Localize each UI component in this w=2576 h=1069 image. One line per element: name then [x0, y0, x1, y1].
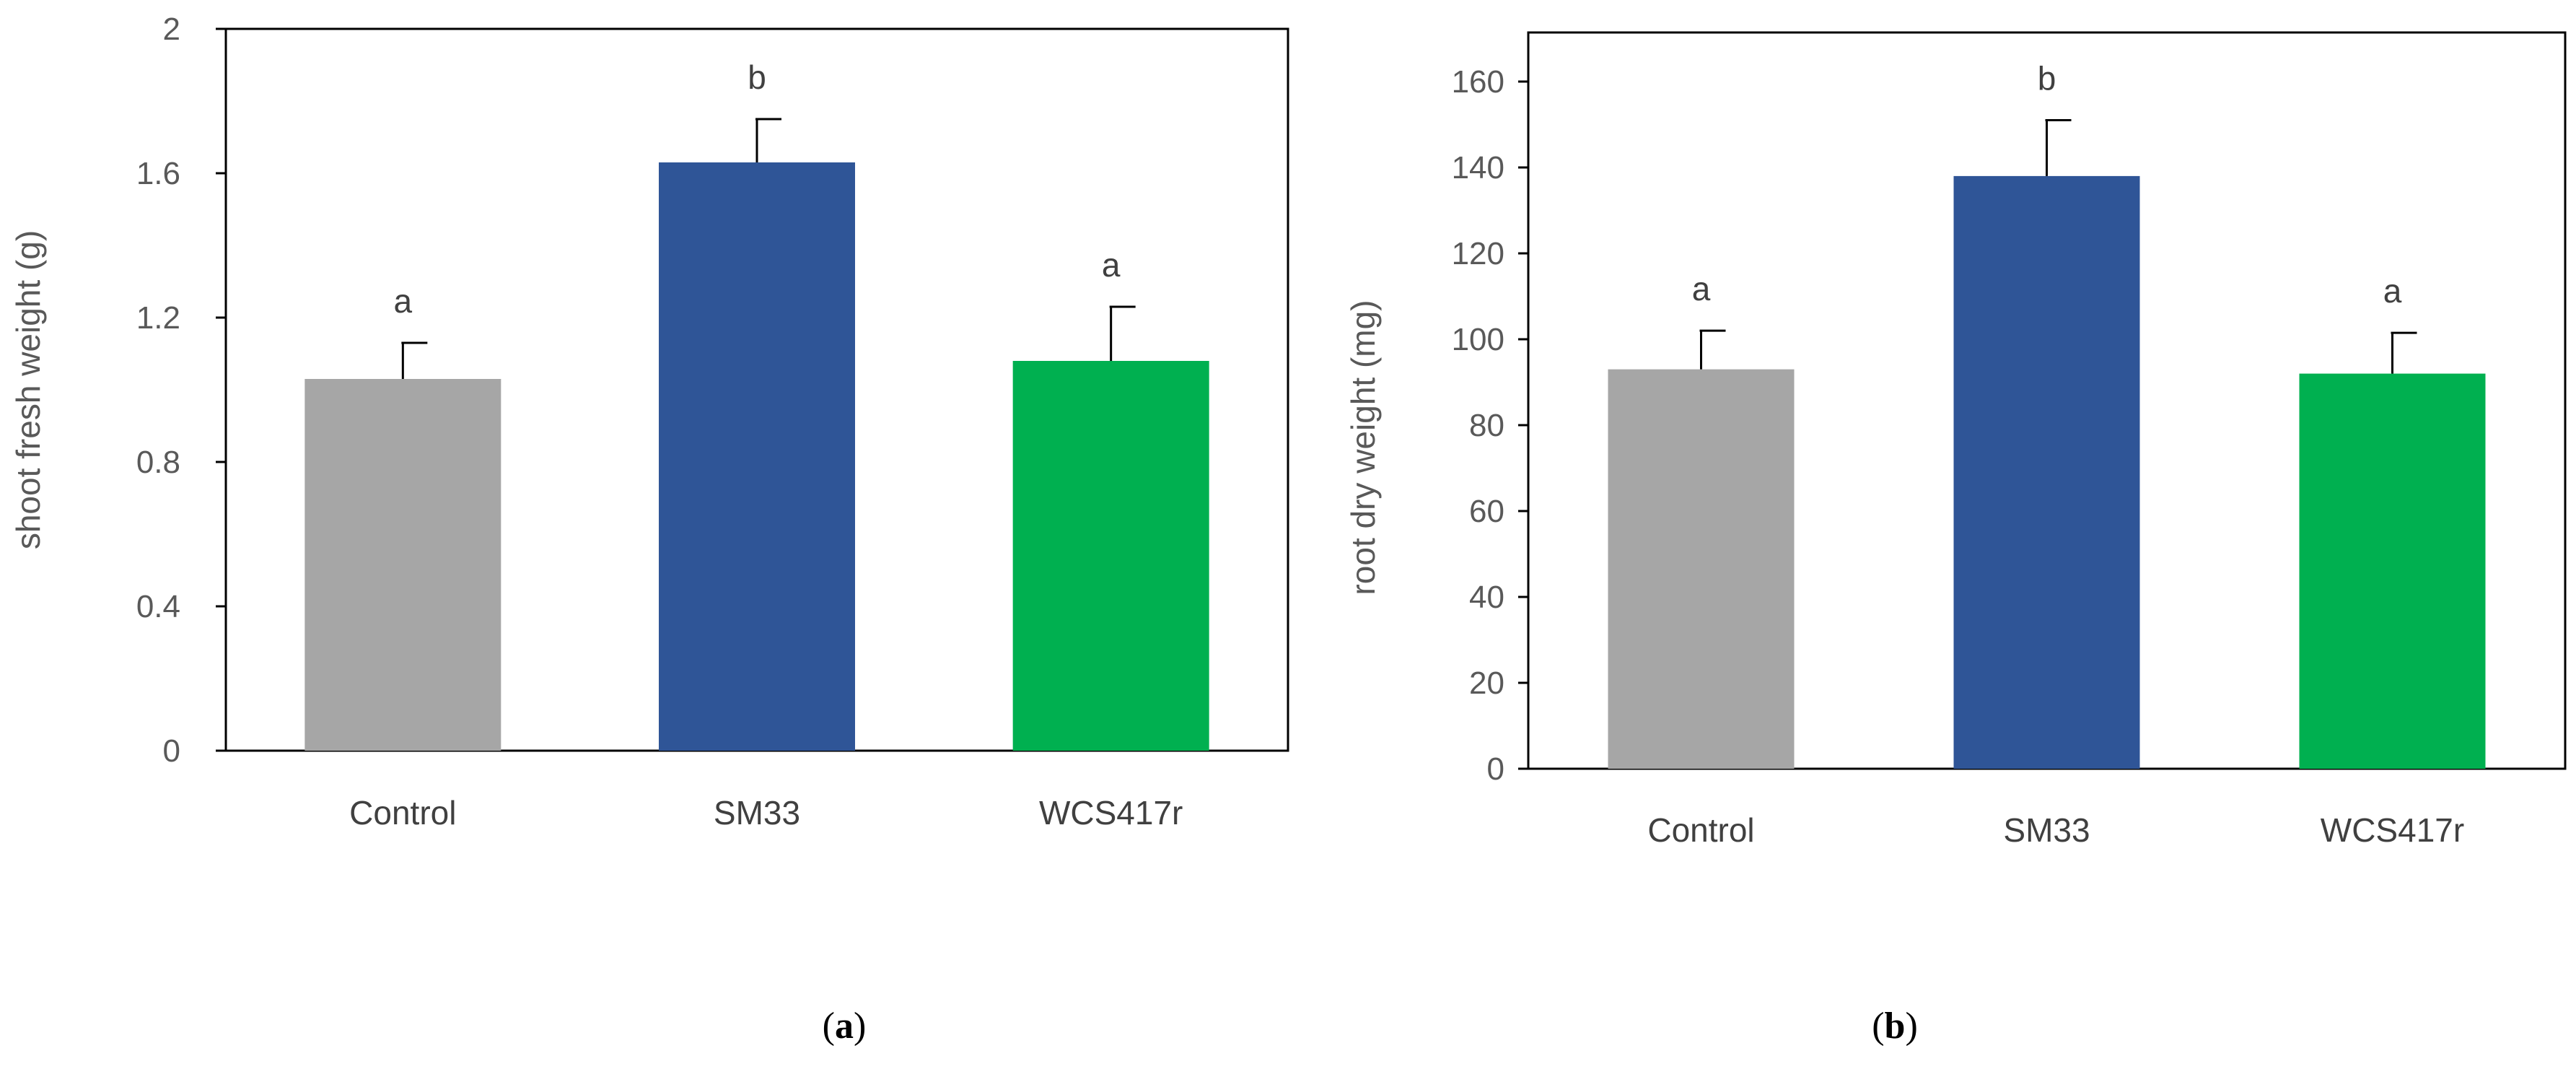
y-tick-label: 20: [1469, 666, 1504, 701]
y-tick-label: 0.8: [136, 445, 180, 480]
caption-a: (a): [823, 1005, 867, 1047]
significance-letter: b: [748, 58, 766, 96]
significance-letter: b: [2038, 60, 2056, 97]
x-tick-label: SM33: [2003, 811, 2090, 849]
caption-b-close: ): [1905, 1005, 1917, 1047]
y-axis-title: shoot fresh weight (g): [9, 230, 47, 549]
significance-letter: a: [2383, 272, 2402, 310]
caption-a-open: (: [823, 1005, 835, 1047]
bar: [1012, 361, 1209, 751]
y-axis-title: root dry weight (mg): [1344, 300, 1382, 595]
y-tick-label: 140: [1452, 150, 1504, 186]
y-tick-label: 100: [1452, 322, 1504, 357]
y-tick-label: 0.4: [136, 589, 180, 624]
chart-panel-b: 0 20 40 60 80 100 120 140 160 root dry weight (mg…: [1344, 31, 2567, 849]
bar: [1608, 369, 1795, 769]
y-tick-label: 2: [163, 12, 180, 47]
x-tick-label: WCS417r: [2321, 811, 2464, 849]
significance-letter: a: [1692, 270, 1711, 307]
caption-b: (b): [1872, 1005, 1918, 1047]
x-tick-label: Control: [1647, 811, 1754, 849]
bar: [2299, 373, 2486, 769]
y-tick-label: 80: [1469, 408, 1504, 443]
chart-panel-a: 0 0.4 0.8 1.2 1.6 2 shoot fresh weight (g) a Con…: [9, 12, 1289, 832]
y-tick-label: 40: [1469, 580, 1504, 615]
bar: [659, 162, 855, 751]
caption-a-letter: a: [835, 1005, 854, 1047]
y-tick-label: 1.6: [136, 156, 180, 191]
y-tick-label: 160: [1452, 64, 1504, 100]
y-tick-label: 120: [1452, 236, 1504, 271]
significance-letter: a: [1102, 246, 1121, 284]
caption-b-letter: b: [1885, 1005, 1906, 1047]
x-tick-label: Control: [349, 794, 456, 832]
caption-a-close: ): [854, 1005, 866, 1047]
y-tick-label: 0: [163, 733, 180, 769]
bar: [1953, 175, 2140, 769]
y-tick-label: 60: [1469, 494, 1504, 529]
x-tick-label: SM33: [714, 794, 800, 832]
caption-b-open: (: [1872, 1005, 1884, 1047]
x-tick-label: WCS417r: [1039, 794, 1183, 832]
bar: [305, 379, 501, 751]
significance-letter: a: [394, 282, 413, 320]
y-tick-label: 1.2: [136, 300, 180, 336]
y-tick-label: 0: [1487, 751, 1504, 787]
